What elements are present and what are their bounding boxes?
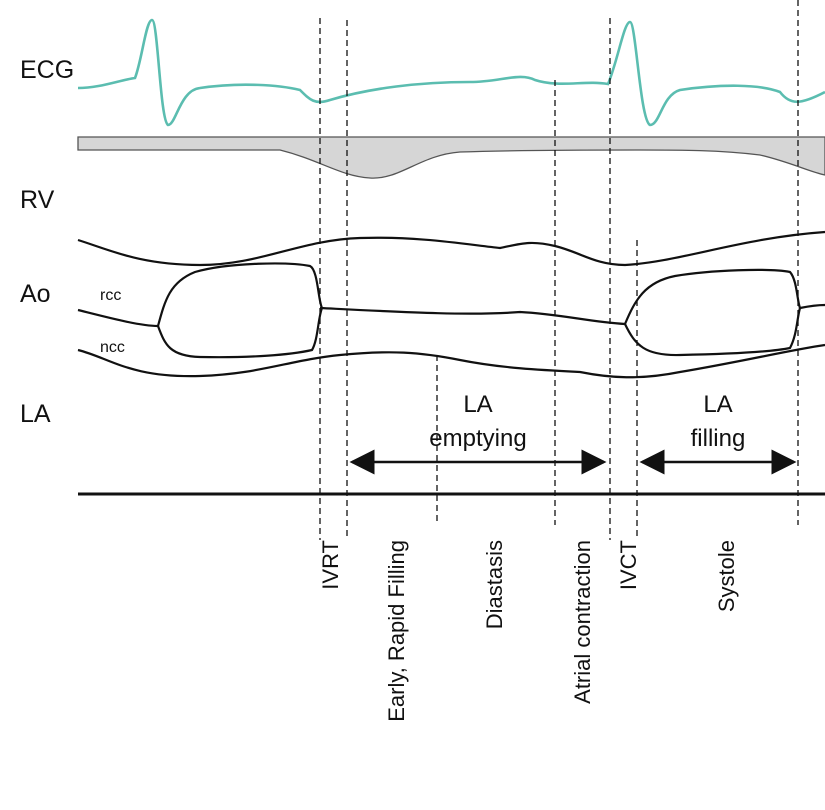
phase-label: Diastasis — [482, 540, 507, 629]
valve-label: rcc — [100, 287, 121, 304]
phase-label: Atrial contraction — [570, 540, 595, 704]
m-mode-diagram: ECG RV Ao LA rcc ncc LA emptying LA fill… — [0, 0, 825, 810]
annotation: LA — [703, 391, 732, 418]
phase-label: Early, Rapid Filling — [384, 540, 409, 722]
ecg-trace — [78, 20, 825, 125]
phase-label: Systole — [714, 540, 739, 612]
row-label: Ao — [20, 280, 51, 308]
rv-band — [78, 137, 825, 178]
valve-ncc — [158, 308, 800, 357]
aortic-wall-anterior — [78, 232, 825, 265]
annotation: filling — [691, 425, 746, 452]
aortic-wall-posterior — [78, 345, 825, 377]
phase-labels: IVRT Early, Rapid Filling Diastasis Atrial … — [318, 540, 739, 722]
annotation: LA — [463, 391, 492, 418]
phase-label: IVCT — [616, 540, 641, 590]
phase-label: IVRT — [318, 540, 343, 590]
row-label: LA — [20, 400, 51, 428]
valve-rcc — [158, 264, 800, 326]
valve-label: ncc — [100, 339, 125, 356]
row-label: RV — [20, 186, 55, 214]
valve-closure-line — [78, 305, 825, 326]
annotation: emptying — [429, 425, 526, 452]
row-label: ECG — [20, 56, 74, 84]
